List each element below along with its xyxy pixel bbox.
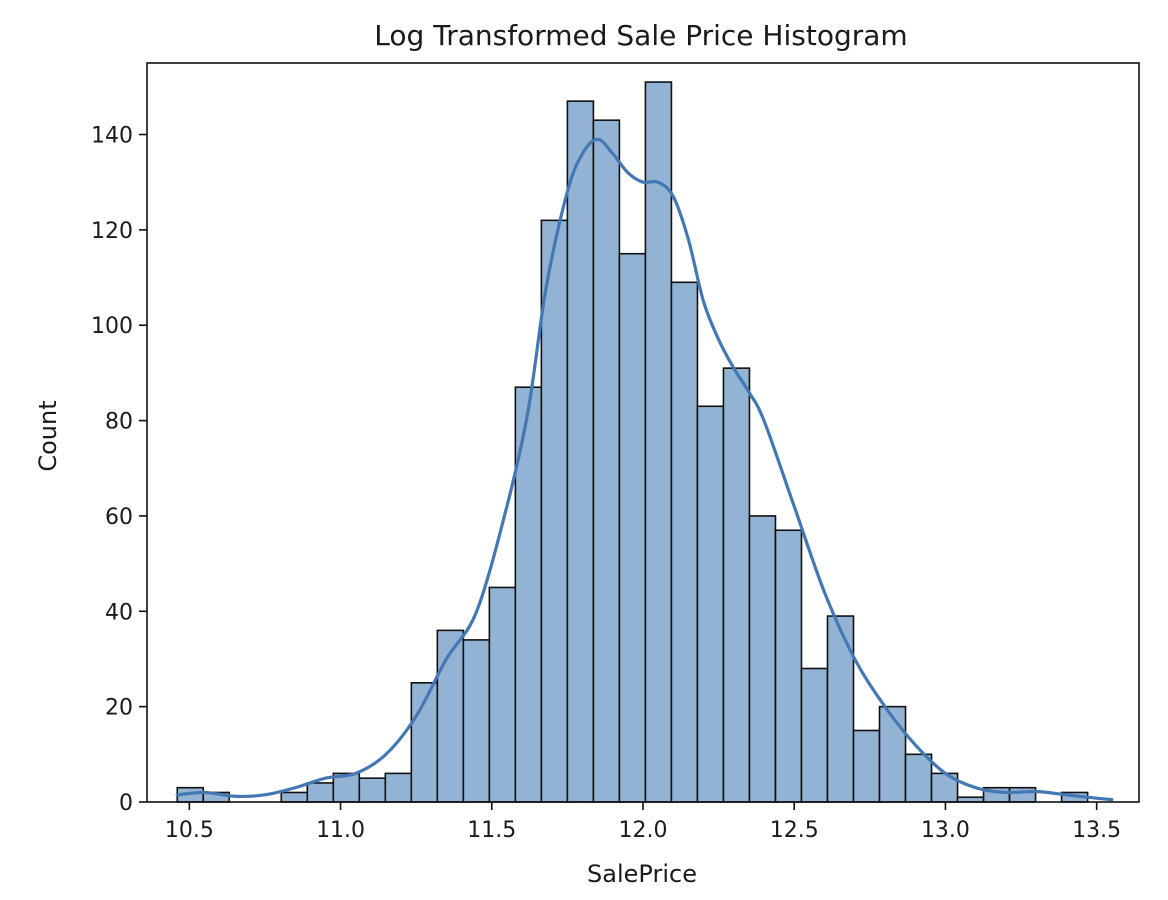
histogram-bar [592,119,621,803]
y-tick-label: 100 [91,314,133,339]
x-tick-label: 12.0 [619,818,668,843]
histogram-bar [800,667,829,803]
histogram-bar [358,777,387,803]
histogram-bar [306,782,335,803]
histogram-bar [540,219,569,803]
x-tick-label: 12.5 [770,818,819,843]
histogram-bar [1008,786,1037,803]
histogram-bar [280,791,309,803]
histogram-bar [904,753,933,803]
histogram-bar [384,772,413,803]
x-tick-label: 11.0 [316,818,365,843]
histogram-bars [176,81,1089,803]
histogram-bar [852,729,881,803]
kde-curve [175,137,1114,802]
x-tick-label: 10.5 [165,818,214,843]
x-tick-label: 11.5 [467,818,516,843]
histogram-bar [826,615,855,803]
y-tick-label: 140 [91,124,133,149]
x-axis-ticks: 10.5 11.0 11.5 12.0 12.5 13.0 13.5 [165,802,1121,843]
x-tick-label: 13.5 [1072,818,1121,843]
histogram-bar [488,586,517,803]
histogram-bar [566,100,595,803]
x-tick-label: 13.0 [921,818,970,843]
histogram-bar [722,367,751,803]
x-axis-label: SalePrice [587,860,697,888]
y-axis-label: Count [34,400,62,471]
chart-title: Log Transformed Sale Price Histogram [374,19,907,52]
y-tick-label: 80 [105,410,133,435]
y-axis-ticks: 0 20 40 60 80 100 120 140 [91,124,147,816]
histogram-bar [696,405,725,803]
histogram-bar [462,639,491,803]
histogram-bar [748,515,777,803]
y-tick-label: 20 [105,696,133,721]
histogram-bar [774,529,803,803]
histogram-bar [436,629,465,803]
histogram-bar [670,281,699,803]
y-tick-label: 60 [105,505,133,530]
y-tick-label: 0 [119,791,133,816]
y-tick-label: 40 [105,600,133,625]
histogram-bar [878,705,907,803]
histogram-bar [618,252,647,803]
y-tick-label: 120 [91,219,133,244]
